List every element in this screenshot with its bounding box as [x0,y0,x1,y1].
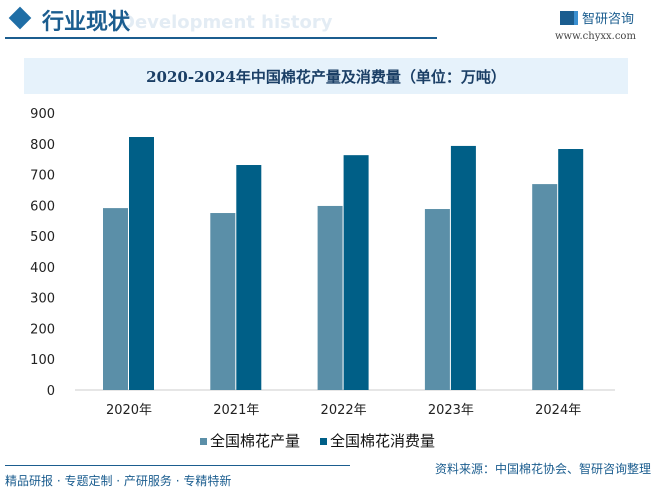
bar-consumption [450,145,476,390]
y-tick-label: 700 [30,169,55,184]
logo: 智研咨询 [560,8,634,27]
y-tick-label: 100 [30,353,55,368]
header-watermark-text: Development history [120,12,333,33]
chart-title-box: 2020-2024年中国棉花产量及消费量（单位：万吨） [24,58,628,94]
bar-production [103,208,128,390]
bar-production [532,184,558,390]
bar-consumption [558,149,584,390]
y-tick-label: 800 [30,138,55,153]
header-divider [5,37,437,39]
y-tick-label: 900 [30,107,55,122]
y-tick-label: 300 [30,292,55,307]
bar-consumption [343,155,369,390]
legend: 全国棉花产量 全国棉花消费量 [200,430,435,451]
chart-title: 2020-2024年中国棉花产量及消费量（单位：万吨） [146,67,506,86]
logo-icon [560,10,578,25]
x-tick-label: 2022年 [321,403,367,418]
legend-item-production: 全国棉花产量 [200,430,300,451]
y-tick-label: 600 [30,199,55,214]
x-tick-label: 2021年 [213,403,259,418]
legend-item-consumption: 全国棉花消费量 [320,430,435,451]
section-title: 行业现状 [42,10,131,35]
bar-consumption [236,165,262,390]
x-tick-label: 2023年 [428,403,474,418]
y-tick-label: 500 [30,230,55,245]
footer-divider [5,465,350,466]
y-tick-label: 400 [30,261,55,276]
bar-production [317,205,343,390]
y-tick-label: 200 [30,322,55,337]
website-url: www.chyxx.com [555,31,636,42]
bar-production [210,213,236,390]
bar-consumption [129,137,154,390]
logo-text: 智研咨询 [582,12,635,27]
x-tick-label: 2024年 [535,403,581,418]
x-tick-label: 2020年 [106,403,152,418]
y-tick-label: 0 [47,384,55,399]
slogan: 精品研报 · 专题定制 · 产研服务 · 专精特新 [5,474,232,488]
source-note: 资料来源：中国棉花协会、智研咨询整理 [434,462,651,476]
bar-production [424,209,450,390]
